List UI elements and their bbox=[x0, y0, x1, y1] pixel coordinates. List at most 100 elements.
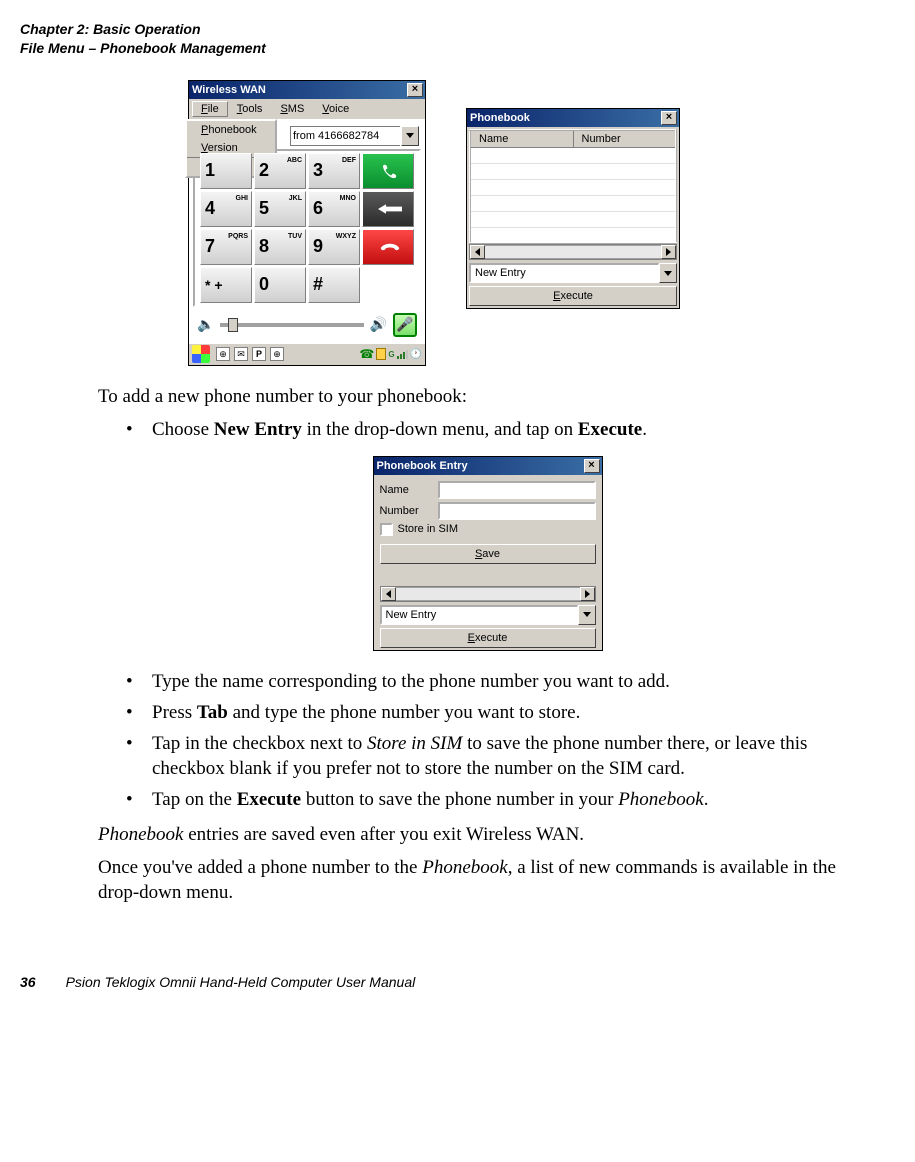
key-star[interactable]: * + bbox=[200, 267, 252, 303]
execute-button[interactable]: Execute bbox=[380, 628, 596, 648]
tray-right: ☎ G 🕐 bbox=[359, 347, 422, 361]
scroll-right-button[interactable] bbox=[580, 587, 595, 601]
chevron-down-icon bbox=[406, 133, 414, 138]
pbook-action-dropdown-button[interactable] bbox=[659, 263, 677, 283]
table-row[interactable] bbox=[470, 227, 676, 243]
scroll-track[interactable] bbox=[396, 587, 580, 601]
menu-sms[interactable]: SMS bbox=[271, 101, 313, 117]
key-1[interactable]: 1 bbox=[200, 153, 252, 189]
store-sim-row: Store in SIM bbox=[380, 523, 596, 536]
tray-left: ⊕ ✉ P ⊕ bbox=[216, 347, 284, 361]
number-field-row: Number bbox=[380, 502, 596, 520]
slider-thumb[interactable] bbox=[228, 318, 238, 332]
pbook-action-select: New Entry bbox=[469, 263, 677, 283]
key-7[interactable]: 7PQRS bbox=[200, 229, 252, 265]
store-sim-label: Store in SIM bbox=[398, 523, 459, 535]
entry-action-value[interactable]: New Entry bbox=[380, 605, 578, 625]
list-item: Tap in the checkbox next to Store in SIM… bbox=[98, 731, 877, 781]
execute-button[interactable]: Execute bbox=[469, 286, 677, 306]
manual-title: Psion Teklogix Omnii Hand-Held Computer … bbox=[66, 974, 416, 990]
entry-action-dropdown-button[interactable] bbox=[578, 605, 596, 625]
key-backspace[interactable] bbox=[362, 191, 414, 227]
key-9[interactable]: 9WXYZ bbox=[308, 229, 360, 265]
key-2[interactable]: 2ABC bbox=[254, 153, 306, 189]
paragraph-once: Once you've added a phone number to the … bbox=[98, 855, 877, 905]
close-icon[interactable]: × bbox=[407, 83, 423, 97]
table-row[interactable] bbox=[470, 163, 676, 179]
save-button[interactable]: Save bbox=[380, 544, 596, 564]
scroll-left-button[interactable] bbox=[381, 587, 396, 601]
key-0[interactable]: 0 bbox=[254, 267, 306, 303]
scroll-right-button[interactable] bbox=[661, 245, 676, 259]
list-item: Choose New Entry in the drop-down menu, … bbox=[98, 417, 877, 442]
tray-icon-3[interactable]: P bbox=[252, 347, 266, 361]
entry-titlebar: Phonebook Entry × bbox=[374, 457, 602, 475]
caller-id-field[interactable]: from 4166682784 bbox=[290, 126, 400, 146]
file-menu-phonebook[interactable]: Phonebook bbox=[187, 121, 275, 139]
entry-body: Name Number Store in SIM Save bbox=[374, 475, 602, 650]
pbook-action-value[interactable]: New Entry bbox=[469, 263, 659, 283]
key-hangup[interactable] bbox=[362, 229, 414, 265]
chapter-line: Chapter 2: Basic Operation bbox=[20, 20, 877, 39]
key-4[interactable]: 4GHI bbox=[200, 191, 252, 227]
key-8[interactable]: 8TUV bbox=[254, 229, 306, 265]
close-icon[interactable]: × bbox=[584, 459, 600, 473]
caller-dropdown-button[interactable] bbox=[401, 126, 419, 146]
hangup-icon bbox=[379, 240, 401, 254]
horizontal-scrollbar[interactable] bbox=[380, 586, 596, 602]
center-figure: Phonebook Entry × Name Number Store in S… bbox=[98, 456, 877, 651]
key-hash[interactable]: # bbox=[308, 267, 360, 303]
bullet-list-1: Choose New Entry in the drop-down menu, … bbox=[98, 417, 877, 442]
menu-file[interactable]: File bbox=[192, 101, 228, 117]
key-6[interactable]: 6MNO bbox=[308, 191, 360, 227]
table-row[interactable] bbox=[470, 195, 676, 211]
top-screenshot-row: Wireless WAN × File Tools SMS Voice Phon… bbox=[188, 80, 877, 366]
page-footer: 36 Psion Teklogix Omnii Hand-Held Comput… bbox=[20, 974, 877, 990]
intro-paragraph: To add a new phone number to your phoneb… bbox=[98, 384, 877, 409]
triangle-right-icon bbox=[666, 248, 671, 256]
menu-tools[interactable]: Tools bbox=[228, 101, 272, 117]
horizontal-scrollbar[interactable] bbox=[469, 244, 677, 260]
start-button-icon[interactable] bbox=[192, 345, 210, 363]
battery-icon bbox=[376, 348, 386, 360]
table-row[interactable] bbox=[470, 211, 676, 227]
triangle-left-icon bbox=[386, 590, 391, 598]
volume-slider[interactable] bbox=[220, 323, 363, 327]
list-item: Press Tab and type the phone number you … bbox=[98, 700, 877, 725]
signal-g-icon: G bbox=[388, 350, 394, 359]
table-row[interactable] bbox=[470, 179, 676, 195]
phonebook-window: Phonebook × Name Number bbox=[466, 108, 680, 310]
speaker-loud-icon: 🔊 bbox=[370, 316, 387, 333]
page-content: Wireless WAN × File Tools SMS Voice Phon… bbox=[20, 80, 877, 906]
close-icon[interactable]: × bbox=[661, 111, 677, 125]
menu-voice[interactable]: Voice bbox=[313, 101, 358, 117]
phone-icon bbox=[379, 164, 401, 178]
chevron-down-icon bbox=[664, 271, 672, 276]
section-line: File Menu – Phonebook Management bbox=[20, 39, 877, 58]
signal-bars-icon bbox=[397, 350, 408, 359]
pbook-body: Name Number New Entry bbox=[467, 127, 679, 309]
col-name[interactable]: Name bbox=[470, 130, 573, 148]
key-5[interactable]: 5JKL bbox=[254, 191, 306, 227]
name-input[interactable] bbox=[438, 481, 596, 499]
tray-icon-2[interactable]: ✉ bbox=[234, 347, 248, 361]
mic-button[interactable]: 🎤 bbox=[393, 313, 417, 337]
table-row[interactable] bbox=[470, 147, 676, 163]
backspace-icon bbox=[378, 203, 402, 215]
tray-icon-4[interactable]: ⊕ bbox=[270, 347, 284, 361]
key-call[interactable] bbox=[362, 153, 414, 189]
speaker-mute-icon: 🔈 bbox=[197, 316, 214, 333]
wan-body: from 4166682784 1 2ABC 3DEF 4GHI 5JKL 6M… bbox=[189, 119, 425, 343]
paragraph-saved: Phonebook entries are saved even after y… bbox=[98, 822, 877, 847]
scroll-left-button[interactable] bbox=[470, 245, 485, 259]
number-input[interactable] bbox=[438, 502, 596, 520]
mic-icon: 🎤 bbox=[396, 316, 413, 333]
wireless-wan-window: Wireless WAN × File Tools SMS Voice Phon… bbox=[188, 80, 426, 366]
list-item: Tap on the Execute button to save the ph… bbox=[98, 787, 877, 812]
store-sim-checkbox[interactable] bbox=[380, 523, 393, 536]
scroll-track[interactable] bbox=[485, 245, 661, 259]
tray-icon-1[interactable]: ⊕ bbox=[216, 347, 230, 361]
key-3[interactable]: 3DEF bbox=[308, 153, 360, 189]
clock-icon: 🕐 bbox=[410, 349, 422, 360]
col-number[interactable]: Number bbox=[573, 130, 676, 148]
